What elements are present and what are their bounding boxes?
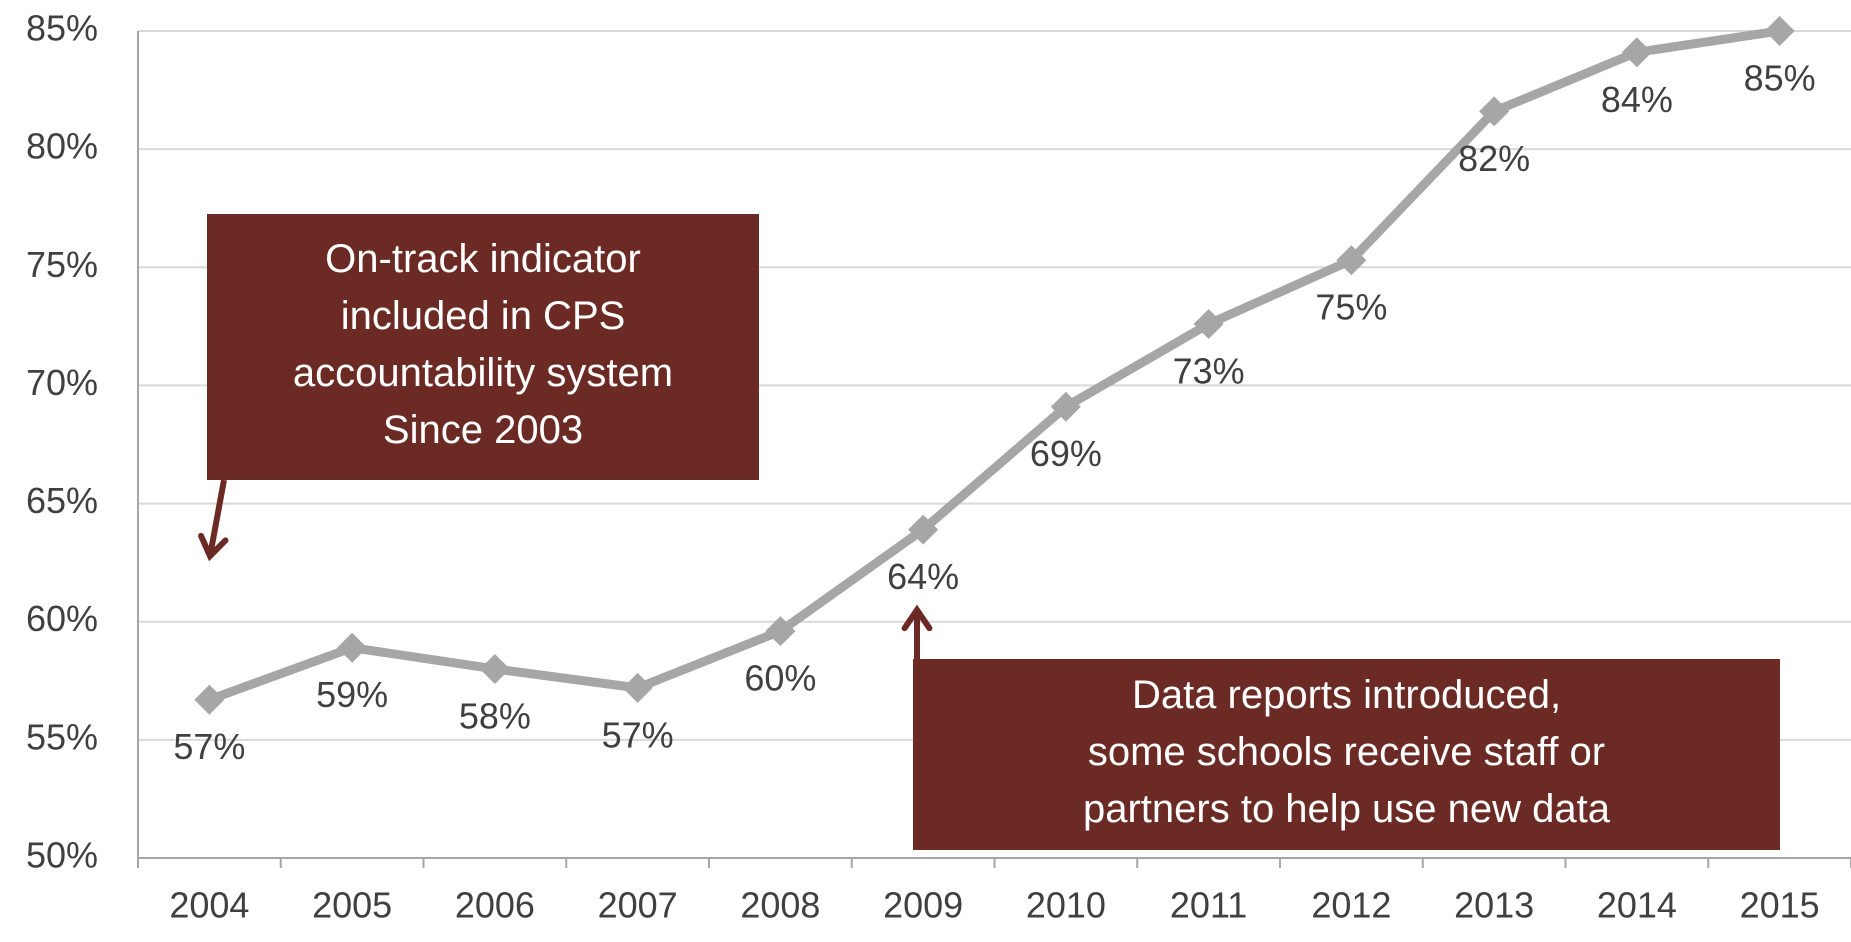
annotation-arrow	[207, 479, 227, 557]
y-tick-label: 65%	[26, 480, 98, 521]
marker	[765, 616, 796, 647]
x-tick-label: 2005	[312, 885, 392, 926]
marker	[908, 514, 939, 545]
marker	[622, 672, 653, 703]
x-tick-label: 2007	[598, 885, 678, 926]
value-label: 82%	[1458, 138, 1530, 179]
y-tick-label: 60%	[26, 598, 98, 639]
annotation: Data reports introduced, some schools rec…	[901, 604, 1780, 850]
marker	[194, 684, 225, 715]
x-tick-label: 2006	[455, 885, 535, 926]
annotation-box	[207, 214, 759, 480]
annotation-box	[913, 659, 1780, 850]
y-tick-label: 80%	[26, 126, 98, 167]
value-label: 75%	[1315, 287, 1387, 328]
marker	[479, 653, 510, 684]
annotation-text: accountability system	[293, 351, 673, 395]
value-label: 73%	[1173, 351, 1245, 392]
x-tick-label: 2004	[169, 885, 249, 926]
marker	[1336, 245, 1367, 276]
marker	[337, 632, 368, 663]
value-label: 84%	[1601, 79, 1673, 120]
value-label: 60%	[744, 658, 816, 699]
data-line	[207, 26, 1781, 704]
annotation-text: partners to help use new data	[1083, 787, 1611, 831]
marker	[1479, 96, 1510, 127]
value-label: 85%	[1744, 58, 1816, 99]
y-tick-label: 75%	[26, 244, 98, 285]
x-tick-label: 2012	[1311, 885, 1391, 926]
marker	[1621, 37, 1652, 68]
x-tick-label: 2015	[1740, 885, 1820, 926]
value-label: 59%	[316, 674, 388, 715]
x-tick-label: 2009	[883, 885, 963, 926]
y-tick-label: 85%	[26, 8, 98, 49]
x-tick-label: 2008	[740, 885, 820, 926]
arrow-head	[198, 532, 229, 562]
value-label: 69%	[1030, 433, 1102, 474]
value-label: 58%	[459, 695, 531, 736]
value-label: 57%	[602, 714, 674, 755]
marker	[1050, 391, 1081, 422]
value-label: 57%	[173, 726, 245, 767]
annotation-text: Data reports introduced,	[1132, 673, 1561, 717]
x-tick-label: 2010	[1026, 885, 1106, 926]
value-label: 64%	[887, 556, 959, 597]
y-tick-label: 70%	[26, 362, 98, 403]
y-tick-label: 55%	[26, 716, 98, 757]
arrow-head	[901, 604, 933, 632]
marker	[1193, 308, 1224, 339]
annotation-text: some schools receive staff or	[1088, 730, 1605, 774]
annotation: On-track indicator included in CPS account…	[198, 214, 759, 562]
annotation-text: Since 2003	[383, 408, 583, 452]
x-tick-label: 2011	[1170, 885, 1247, 926]
x-tick-label: 2013	[1454, 885, 1534, 926]
annotation-text: On-track indicator	[325, 237, 641, 281]
annotation-text: included in CPS	[341, 294, 626, 338]
marker	[1764, 16, 1795, 46]
x-tick-label: 2014	[1597, 885, 1677, 926]
y-tick-label: 50%	[26, 835, 98, 876]
